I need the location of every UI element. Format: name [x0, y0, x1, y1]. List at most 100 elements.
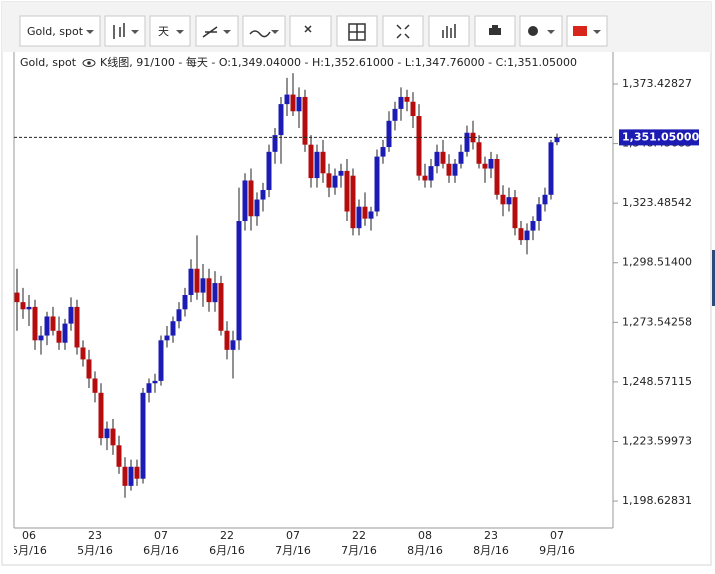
candle-body [392, 108, 398, 121]
candle-body [320, 151, 326, 174]
candle-body [14, 292, 20, 303]
candle-body [86, 359, 92, 379]
candle-body [500, 194, 506, 205]
candle-body [68, 306, 74, 324]
symbol-button[interactable] [19, 15, 101, 47]
dropdown-arrow [131, 30, 139, 34]
fullscreen-icon [396, 24, 410, 39]
current-price-box [619, 129, 699, 146]
candle-body [386, 120, 392, 148]
candle-body [224, 330, 230, 350]
candle-body [134, 466, 140, 479]
chart-type-button[interactable] [104, 15, 146, 47]
candle-body [356, 206, 362, 229]
candle-body [236, 221, 242, 341]
volume-button[interactable] [428, 15, 470, 47]
candle-body [116, 445, 122, 467]
candle-body [158, 340, 164, 381]
x-tick-day: 22 [220, 529, 234, 542]
toolbar-buttons: Gold, spot 天 [19, 15, 608, 47]
dropdown-arrow [547, 30, 555, 34]
candle-body [362, 206, 368, 219]
y-tick-label: 1,298.51400 [622, 256, 692, 269]
eye-pupil [87, 61, 91, 65]
candle-body [338, 170, 344, 176]
x-tick-month: 8月/16 [407, 544, 443, 557]
period-button[interactable] [149, 15, 191, 47]
candle-body [152, 380, 158, 384]
y-tick-label: 1,248.57115 [622, 375, 692, 388]
x-tick-month: 6月/16 [209, 544, 245, 557]
candle-body [314, 151, 320, 179]
candle-body [260, 190, 266, 200]
fullscreen-button[interactable] [382, 15, 424, 47]
candle-body [170, 321, 176, 336]
candle-body [254, 199, 260, 217]
candle-body [296, 96, 302, 112]
candle-body [464, 132, 470, 152]
candle-body [110, 428, 116, 446]
candle-body [194, 268, 200, 293]
x-tick-month: 5月/16 [11, 544, 47, 557]
candle-body [404, 96, 410, 102]
period-text: 天 [158, 25, 169, 38]
candle-body [122, 466, 128, 486]
candle-body [80, 347, 86, 360]
volume-icon [442, 24, 456, 38]
indicator-button[interactable] [242, 15, 286, 47]
candle-body [74, 306, 80, 348]
candle-body [290, 94, 296, 112]
x-tick-month: 8月/16 [473, 544, 509, 557]
candle-body [128, 466, 134, 486]
x-tick-month: 5月/16 [77, 544, 113, 557]
candle-body [422, 175, 428, 181]
clear-icon [304, 25, 312, 33]
candle-body [458, 151, 464, 164]
candle-body [308, 144, 314, 179]
candle-body [494, 158, 500, 195]
candle-body [176, 309, 182, 322]
plot [14, 73, 613, 498]
candle-body [398, 96, 404, 109]
candle-body [242, 180, 248, 222]
candle-body [56, 330, 62, 343]
candle-body [272, 135, 278, 152]
candle-body [470, 132, 476, 143]
x-tick-day: 23 [484, 529, 498, 542]
y-tick-label: 1,273.54258 [622, 315, 692, 328]
candle-body [536, 204, 542, 222]
y-tick-label: 1,373.42827 [622, 77, 692, 90]
candle-body [542, 194, 548, 205]
x-tick-month: 7月/16 [275, 544, 311, 557]
dropdown-arrow [86, 30, 94, 34]
candle-body [206, 278, 212, 303]
settings-button[interactable] [519, 15, 563, 47]
x-axis: 06 5月/16 23 5月/16 07 6月/16 22 6月/16 07 7月/16 22 7月/… [11, 529, 575, 557]
candle-body [446, 163, 452, 176]
print-icon [489, 25, 501, 35]
x-tick-day: 08 [418, 529, 432, 542]
candle-body [32, 306, 38, 341]
dropdown-arrow [223, 30, 231, 34]
header-info: K线图, 91/100 - 每天 - O:1,349.04000 - H:1,3… [100, 55, 577, 69]
symbol-text: Gold, spot [27, 25, 84, 38]
current-price-label: 1,351.05000 [622, 130, 700, 143]
candle-body [104, 428, 110, 439]
candle-icon [113, 23, 125, 39]
x-tick-day: 07 [550, 529, 564, 542]
header-symbol: Gold, spot [20, 56, 77, 69]
candle-body [62, 323, 68, 343]
wave-icon [249, 30, 271, 38]
candle-body [326, 173, 332, 188]
frame [1, 1, 712, 566]
candle-body [248, 180, 254, 217]
candle-body [98, 392, 104, 439]
candle-body [374, 156, 380, 212]
candle-body [524, 230, 530, 241]
candle-body [434, 151, 440, 167]
x-tick-day: 07 [286, 529, 300, 542]
candle-body [266, 151, 272, 191]
draw-button[interactable] [195, 15, 239, 47]
candle-body [44, 316, 50, 336]
